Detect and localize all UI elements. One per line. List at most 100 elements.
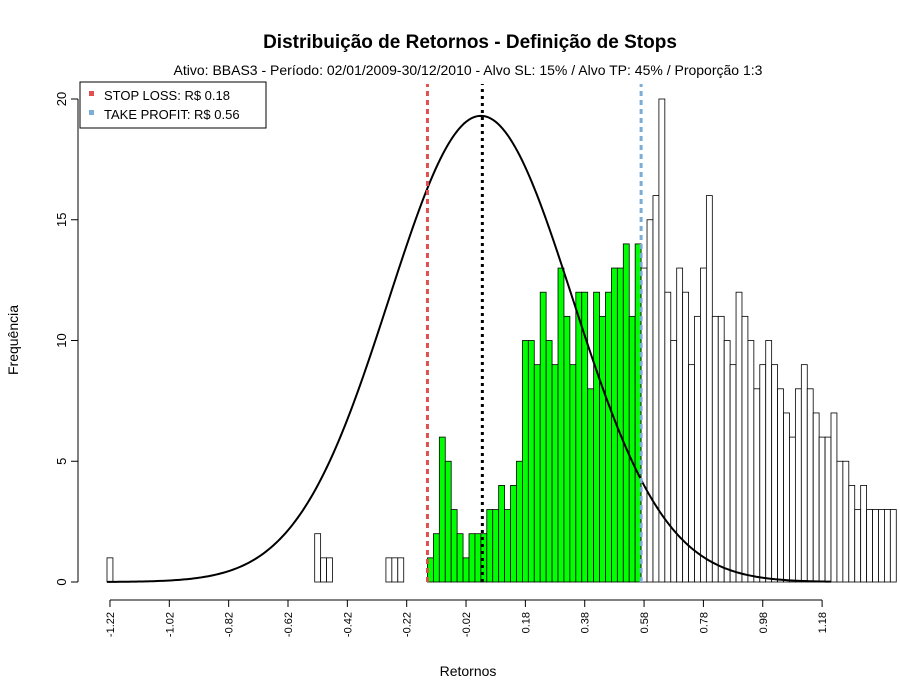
x-tick-label: 1.18	[817, 612, 829, 633]
histogram-bar	[628, 315, 636, 583]
histogram-bar	[516, 460, 523, 583]
histogram-bar	[705, 195, 713, 583]
histogram-bar	[385, 557, 393, 583]
histogram-bar	[498, 484, 506, 583]
histogram-bar	[522, 340, 529, 583]
histogram-bar	[818, 436, 826, 583]
histogram-bar	[664, 291, 672, 583]
histogram-bar	[700, 267, 707, 583]
histogram-bar	[765, 340, 773, 583]
histogram-bar	[616, 267, 624, 583]
histogram-bar	[759, 364, 767, 583]
x-axis-label: Retornos	[440, 663, 497, 679]
x-tick-label: 0.98	[758, 612, 770, 633]
histogram-bar	[682, 291, 689, 583]
histogram-bar	[551, 364, 559, 583]
histogram-bar	[593, 291, 600, 583]
histogram-bar	[599, 315, 606, 583]
histogram-bar	[320, 557, 327, 583]
histogram-bar	[658, 98, 666, 583]
histogram-bar	[783, 412, 790, 583]
histogram-bar	[652, 195, 660, 583]
histogram-bar	[806, 388, 814, 583]
x-tick-label: -0.02	[461, 612, 473, 637]
histogram-bar	[438, 436, 446, 583]
x-tick-label: -0.22	[402, 612, 414, 637]
histogram-bar	[468, 533, 476, 583]
histogram-bar	[872, 509, 879, 583]
histogram-bar	[444, 460, 452, 583]
histogram-bar	[878, 509, 885, 583]
histogram-bar	[533, 364, 541, 583]
histogram-bar	[397, 557, 405, 583]
histogram-bar	[106, 557, 114, 583]
x-tick-label: -0.42	[342, 612, 354, 637]
histogram-bar	[462, 557, 470, 583]
chart-title: Distribuição de Retornos - Definição de …	[263, 32, 677, 53]
x-tick-label: -1.22	[105, 612, 117, 637]
histogram-bar	[777, 388, 784, 583]
reference-lines	[425, 84, 643, 582]
legend: STOP LOSS: R$ 0.18 TAKE PROFIT: R$ 0.56	[79, 81, 267, 129]
x-tick-label: 0.78	[698, 612, 710, 633]
legend-label-stop-loss: STOP LOSS: R$ 0.18	[104, 88, 230, 103]
x-tick-label: 0.58	[639, 612, 651, 633]
y-tick-label: 20	[54, 92, 69, 106]
histogram-bar	[794, 388, 802, 583]
y-tick-label: 5	[54, 458, 69, 465]
x-axis: -1.22 -1.02 -0.82 -0.62 -0.42 -0.22 -0.02 0.18 0…	[105, 599, 829, 637]
x-tick-label: -1.02	[164, 612, 176, 637]
histogram-bar	[575, 291, 583, 583]
y-tick-label: 0	[54, 578, 69, 585]
histogram-bar	[539, 291, 547, 583]
histogram-bar	[432, 533, 440, 583]
histogram-bar	[569, 364, 577, 583]
histogram-bar	[824, 436, 832, 583]
histogram-bar	[889, 509, 897, 583]
histogram-bar	[492, 509, 500, 583]
histogram-bar	[474, 533, 482, 583]
histogram-bar	[694, 315, 701, 583]
histogram-bar	[848, 484, 856, 583]
histogram-bar	[456, 533, 464, 583]
histogram-bar	[605, 291, 612, 583]
histogram-bar	[735, 291, 743, 583]
normal-curve	[106, 114, 832, 583]
histogram-bar	[391, 557, 399, 583]
histogram-bar	[884, 509, 891, 583]
histogram-bar	[812, 412, 820, 583]
legend-label-take-profit: TAKE PROFIT: R$ 0.56	[104, 107, 240, 122]
histogram-bar	[314, 533, 322, 583]
histogram-bar	[789, 436, 796, 583]
histogram-bar	[646, 219, 654, 583]
histogram-bar	[450, 509, 458, 583]
y-axis: 0 5 10 15 20	[54, 92, 79, 586]
histogram-bar	[717, 315, 725, 583]
histogram-bar	[563, 315, 571, 583]
legend-swatch-take-profit	[89, 110, 94, 115]
histogram-bar	[771, 364, 778, 583]
histogram-bar	[800, 364, 808, 583]
x-tick-label: 0.18	[520, 612, 532, 633]
x-tick-label: 0.38	[580, 612, 592, 633]
histogram-bar	[711, 315, 719, 583]
histogram-bar	[527, 340, 535, 583]
histogram-bar	[326, 557, 333, 583]
histogram-bar	[860, 484, 867, 583]
y-tick-label: 15	[54, 213, 69, 227]
histogram-bar	[557, 267, 565, 583]
histogram-bar	[747, 340, 755, 583]
histogram-bar	[622, 243, 630, 583]
histogram-bar	[723, 340, 731, 583]
legend-box	[79, 81, 267, 129]
histogram-bar	[753, 388, 761, 583]
y-tick-label: 10	[54, 333, 69, 347]
histogram-bar	[504, 509, 511, 583]
histogram-bar	[729, 364, 737, 583]
histogram-bars	[106, 98, 897, 583]
histogram-bar	[587, 388, 595, 583]
histogram-bar	[510, 484, 517, 583]
histogram-bar	[634, 243, 642, 583]
chart-subtitle: Ativo: BBAS3 - Período: 02/01/2009-30/12…	[174, 62, 763, 78]
